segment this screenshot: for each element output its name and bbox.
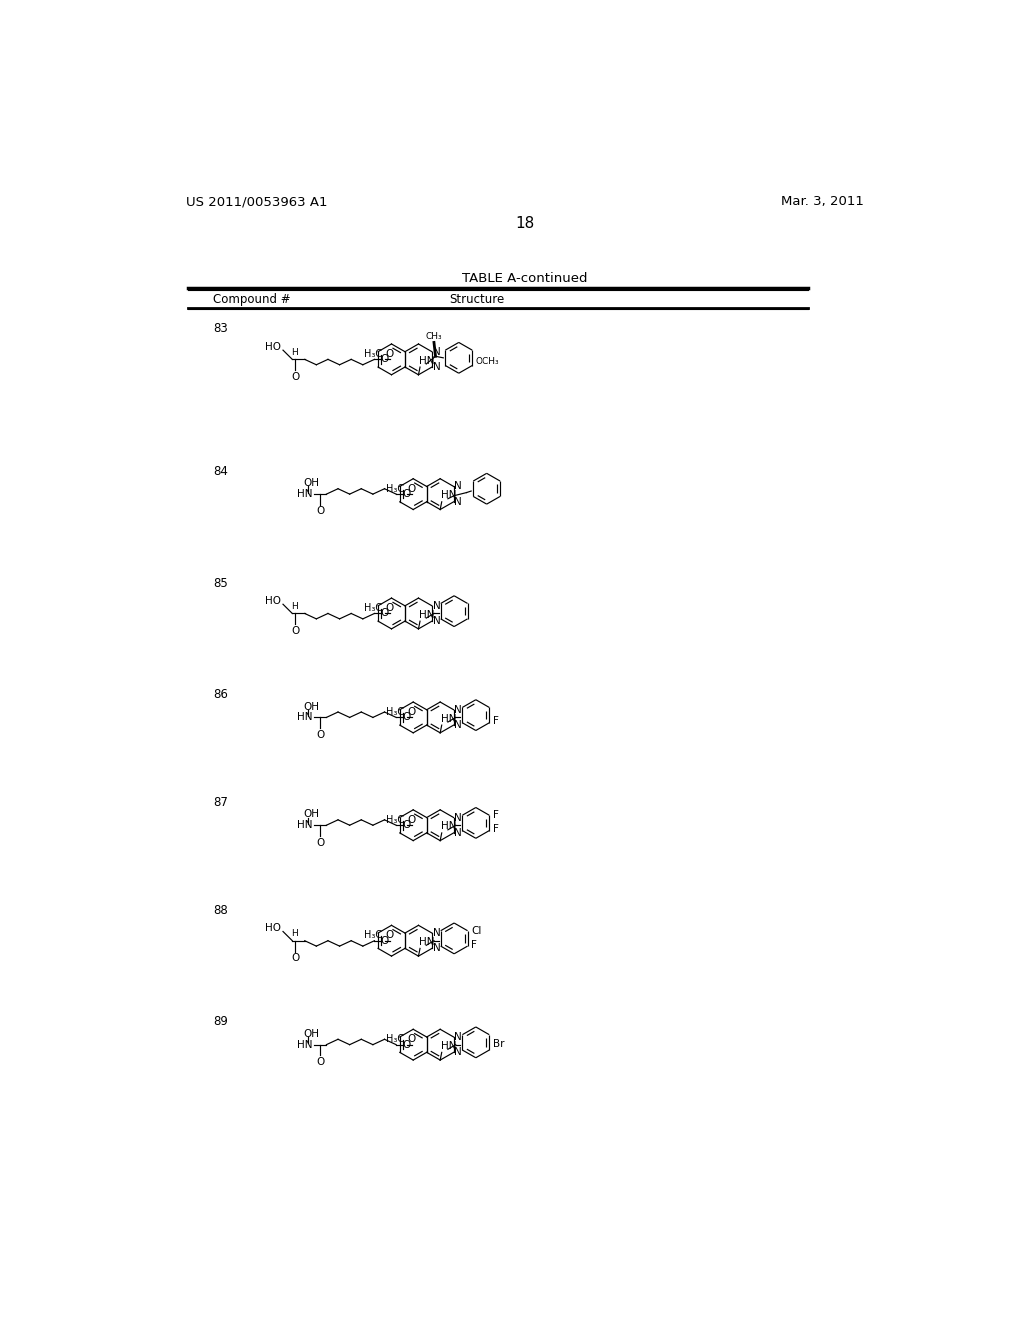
Text: N: N [433,601,440,611]
Text: N: N [455,482,462,491]
Text: N: N [455,705,462,714]
Text: O: O [402,820,411,830]
Text: H₃C: H₃C [365,603,382,614]
Text: Structure: Structure [450,293,505,306]
Text: H₃C: H₃C [365,348,382,359]
Text: Cl: Cl [471,925,481,936]
Text: O: O [385,931,393,940]
Text: N: N [433,616,440,626]
Text: H: H [291,348,298,358]
Text: N: N [455,1032,462,1041]
Text: 84: 84 [213,465,228,478]
Text: O: O [407,1035,416,1044]
Text: N: N [433,347,440,356]
Text: OH: OH [303,478,319,488]
Text: 86: 86 [213,688,228,701]
Text: 18: 18 [515,216,535,231]
Text: N: N [433,362,440,372]
Text: O: O [385,348,393,359]
Text: N: N [433,928,440,939]
Text: N: N [455,496,462,507]
Text: O: O [402,1040,411,1049]
Text: H₃C: H₃C [365,931,382,940]
Text: O: O [407,814,416,825]
Text: H: H [291,929,298,939]
Text: O: O [381,354,389,364]
Text: F: F [493,717,499,726]
Text: O: O [402,713,411,722]
Text: HN: HN [441,714,457,723]
Text: O: O [407,708,416,717]
Text: HN: HN [297,490,312,499]
Text: HO: HO [265,924,282,933]
Text: OH: OH [303,809,319,820]
Text: HN: HN [441,1041,457,1051]
Text: OCH₃: OCH₃ [476,358,500,366]
Text: OH: OH [303,1028,319,1039]
Text: O: O [316,507,325,516]
Text: O: O [316,837,325,847]
Text: HN: HN [419,937,435,946]
Text: HN: HN [297,820,312,830]
Text: O: O [291,626,300,636]
Text: O: O [316,730,325,739]
Text: 89: 89 [213,1015,228,1028]
Text: N: N [455,1047,462,1057]
Text: HN: HN [419,355,435,366]
Text: O: O [291,953,300,964]
Text: 83: 83 [213,322,228,335]
Text: HN: HN [441,821,457,832]
Text: O: O [291,372,300,381]
Text: H: H [291,602,298,611]
Text: O: O [381,609,389,619]
Text: H₃C: H₃C [386,484,403,494]
Text: HN: HN [419,610,435,619]
Text: 85: 85 [213,577,228,590]
Text: N: N [455,828,462,838]
Text: 88: 88 [213,904,228,917]
Text: O: O [402,490,411,499]
Text: H₃C: H₃C [386,814,403,825]
Text: Compound #: Compound # [213,293,291,306]
Text: H₃C: H₃C [386,1035,403,1044]
Text: OH: OH [303,702,319,711]
Text: F: F [493,824,499,834]
Text: N: N [433,944,440,953]
Text: TABLE A-continued: TABLE A-continued [462,272,588,285]
Text: O: O [316,1057,325,1067]
Text: N: N [455,813,462,822]
Text: HN: HN [297,1040,312,1049]
Text: N: N [455,721,462,730]
Text: US 2011/0053963 A1: US 2011/0053963 A1 [186,195,328,209]
Text: HN: HN [297,713,312,722]
Text: O: O [381,936,389,945]
Text: O: O [407,484,416,494]
Text: Mar. 3, 2011: Mar. 3, 2011 [781,195,864,209]
Text: Br: Br [493,1039,505,1049]
Text: O: O [385,603,393,614]
Text: HN: HN [441,490,457,500]
Text: 87: 87 [213,796,228,809]
Text: HO: HO [265,597,282,606]
Text: F: F [471,940,477,949]
Text: F: F [493,810,499,820]
Text: HO: HO [265,342,282,352]
Text: CH₃: CH₃ [426,331,442,341]
Text: H₃C: H₃C [386,708,403,717]
